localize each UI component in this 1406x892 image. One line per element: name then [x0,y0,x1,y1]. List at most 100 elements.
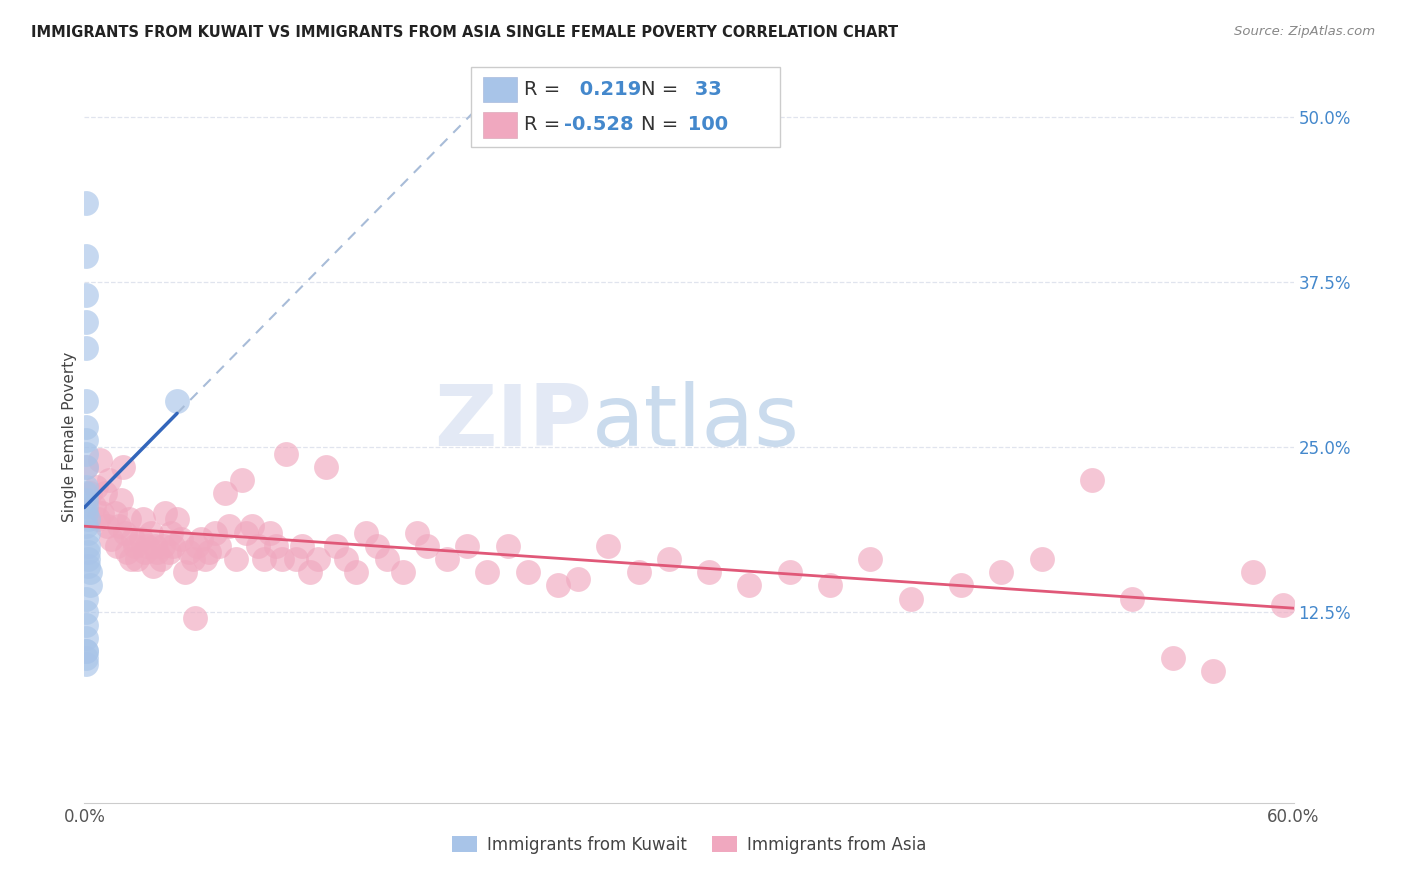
Immigrants from Asia [547,578,569,592]
Immigrants from Asia [97,473,120,487]
Immigrants from Asia [139,525,162,540]
Immigrants from Asia [181,552,204,566]
Immigrants from Kuwait [75,644,97,658]
Immigrants from Asia [1241,565,1264,579]
Immigrants from Asia [477,565,499,579]
Immigrants from Kuwait [75,657,97,672]
Text: IMMIGRANTS FROM KUWAIT VS IMMIGRANTS FROM ASIA SINGLE FEMALE POVERTY CORRELATION: IMMIGRANTS FROM KUWAIT VS IMMIGRANTS FRO… [31,25,898,40]
Immigrants from Asia [950,578,973,592]
Immigrants from Asia [253,552,276,566]
Immigrants from Kuwait [77,539,100,553]
Immigrants from Asia [153,506,176,520]
Immigrants from Kuwait [75,506,97,520]
Immigrants from Asia [87,512,110,526]
Immigrants from Asia [194,552,217,566]
Immigrants from Asia [346,565,368,579]
Immigrants from Kuwait [75,519,97,533]
Immigrants from Asia [118,512,141,526]
Immigrants from Kuwait [79,578,101,592]
Immigrants from Asia [91,506,114,520]
Immigrants from Asia [366,539,388,553]
Text: Source: ZipAtlas.com: Source: ZipAtlas.com [1234,25,1375,38]
Text: N =: N = [641,80,685,99]
Immigrants from Kuwait [75,341,97,355]
Immigrants from Asia [335,552,357,566]
Immigrants from Asia [157,545,180,559]
Text: 33: 33 [688,80,721,99]
Immigrants from Asia [270,552,292,566]
Text: atlas: atlas [592,381,800,464]
Immigrants from Asia [166,512,188,526]
Immigrants from Asia [990,565,1012,579]
Immigrants from Kuwait [77,545,100,559]
Immigrants from Asia [375,552,398,566]
Immigrants from Asia [184,611,207,625]
Text: 0.219: 0.219 [574,80,641,99]
Immigrants from Asia [235,525,257,540]
Immigrants from Asia [1031,552,1053,566]
Immigrants from Asia [104,506,127,520]
Immigrants from Asia [107,519,129,533]
Immigrants from Asia [658,552,681,566]
Immigrants from Asia [86,479,108,493]
Immigrants from Asia [900,591,922,606]
Immigrants from Asia [146,545,169,559]
Immigrants from Asia [125,552,148,566]
Immigrants from Kuwait [75,479,97,493]
Text: ZIP: ZIP [434,381,592,464]
Immigrants from Asia [285,552,308,566]
Immigrants from Asia [1081,473,1104,487]
Text: -0.528: -0.528 [564,115,634,134]
Immigrants from Asia [567,572,589,586]
Immigrants from Asia [456,539,478,553]
Immigrants from Asia [859,552,882,566]
FancyBboxPatch shape [484,112,517,137]
Immigrants from Kuwait [75,393,97,408]
Immigrants from Asia [218,519,240,533]
Immigrants from Asia [198,545,221,559]
Immigrants from Asia [96,519,118,533]
Immigrants from Kuwait [166,393,188,408]
Immigrants from Asia [738,578,761,592]
Immigrants from Asia [115,545,138,559]
Immigrants from Asia [259,525,281,540]
Immigrants from Asia [105,539,128,553]
Immigrants from Asia [142,558,165,573]
Immigrants from Asia [1161,650,1184,665]
Immigrants from Asia [152,539,174,553]
Text: R =: R = [523,80,567,99]
Immigrants from Asia [208,539,231,553]
Immigrants from Kuwait [79,565,101,579]
Immigrants from Asia [436,552,458,566]
Immigrants from Asia [83,500,105,514]
Immigrants from Kuwait [75,315,97,329]
Immigrants from Asia [179,545,201,559]
Immigrants from Asia [100,533,122,547]
Legend: Immigrants from Kuwait, Immigrants from Asia: Immigrants from Kuwait, Immigrants from … [446,829,932,860]
Immigrants from Asia [598,539,620,553]
FancyBboxPatch shape [484,77,517,103]
Immigrants from Asia [124,539,146,553]
Immigrants from Asia [356,525,378,540]
Immigrants from Asia [315,459,337,474]
Immigrants from Asia [299,565,322,579]
Immigrants from Kuwait [75,631,97,645]
Immigrants from Asia [1272,598,1295,612]
Immigrants from Kuwait [75,288,97,302]
Immigrants from Asia [818,578,841,592]
Immigrants from Asia [121,533,143,547]
Immigrants from Asia [190,533,212,547]
Text: R =: R = [523,115,560,134]
Immigrants from Kuwait [75,434,97,448]
Immigrants from Kuwait [75,196,97,211]
Immigrants from Asia [225,552,247,566]
Immigrants from Asia [149,552,172,566]
Immigrants from Asia [204,525,226,540]
Immigrants from Asia [1202,664,1225,678]
Immigrants from Kuwait [75,605,97,619]
Immigrants from Kuwait [75,446,97,460]
Immigrants from Kuwait [75,492,97,507]
Immigrants from Asia [697,565,720,579]
Immigrants from Kuwait [75,459,97,474]
Immigrants from Asia [174,565,197,579]
